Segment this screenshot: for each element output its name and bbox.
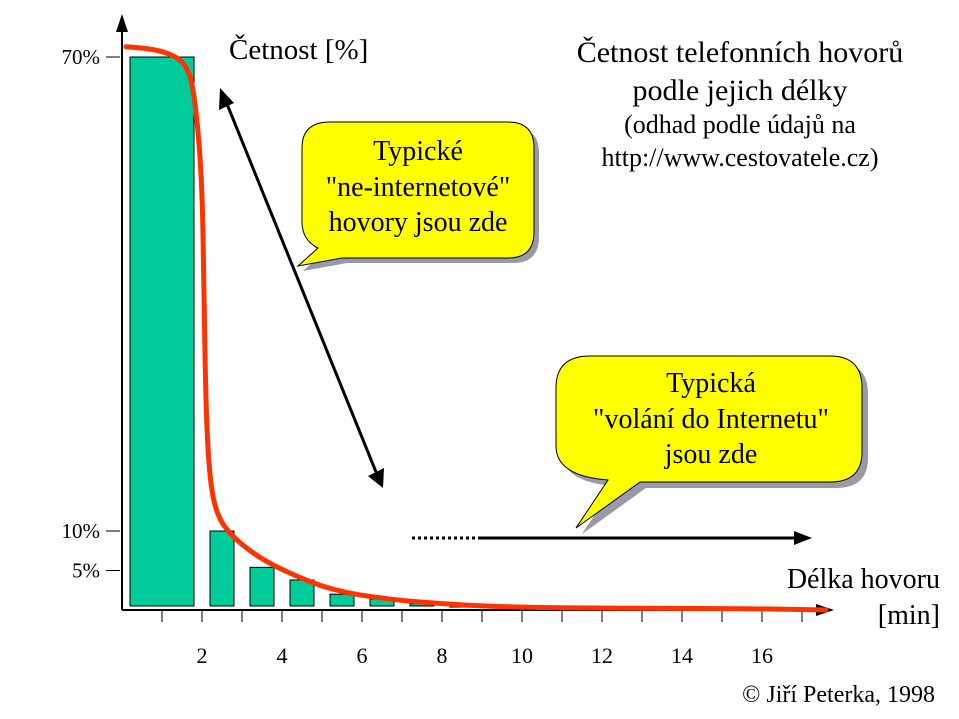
callout-2-line-1: Typická (666, 368, 756, 399)
title-line-4: http://www.cestovatele.cz) (601, 142, 879, 172)
callout-1-balloon (296, 121, 535, 267)
double-arrow-head-top (219, 88, 234, 110)
x-tick-label-10: 10 (511, 643, 533, 668)
x-axis-label-text: Délka hovoru (786, 564, 940, 595)
callout-1-line-2: "ne-internetové" (325, 171, 511, 203)
title-line-3: (odhad podle údajů na (624, 110, 856, 139)
x-tick-label-8: 8 (437, 643, 448, 668)
frequency-curve (123, 44, 829, 613)
callout-2-line-3: jsou zde (664, 439, 758, 471)
bar-2 (209, 530, 235, 607)
right-arrow-head (794, 531, 812, 545)
y-tick-label-70: 70% (62, 45, 101, 69)
bars-layer (129, 56, 475, 608)
double-arrow-head-bottom (368, 468, 384, 488)
x-tick-label-4: 4 (277, 643, 288, 668)
callout-2-line-2: "volání do Internetu" (593, 403, 829, 435)
bar-1 (129, 56, 195, 607)
x-axis-label: Délka hovoru [min] (762, 562, 940, 635)
x-tick-label-12: 12 (591, 643, 613, 668)
bar-5 (329, 593, 355, 607)
bar-3 (249, 566, 275, 607)
title-line-2: podle jejich délky (632, 73, 848, 107)
copyright-notice: © Jiří Peterka, 1998 (742, 682, 935, 708)
callout-non-internet-calls: Typické "ne-internetové" hovory jsou zde (300, 134, 536, 241)
callout-internet-calls: Typická "volání do Internetu" jsou zde (555, 366, 867, 473)
chart-title: Četnost telefonních hovorů podle jejich … (490, 34, 959, 174)
y-tick-label-5: 5% (72, 559, 100, 583)
double-arrow-line (225, 103, 378, 473)
callout-1-line-1: Typické (373, 136, 463, 167)
x-tick-label-6: 6 (357, 643, 368, 668)
axes-layer: 2 4 6 8 10 12 14 16 70% 10% 5% (62, 14, 834, 668)
x-tick-label-14: 14 (671, 643, 693, 668)
arrows-layer (219, 88, 812, 545)
x-tick-label-2: 2 (197, 643, 208, 668)
title-line-1: Četnost telefonních hovorů (576, 36, 904, 69)
x-axis-label-unit: [min] (877, 600, 940, 632)
callout-layer (296, 121, 868, 534)
x-tick-label-16: 16 (751, 643, 773, 668)
y-axis-arrowhead (116, 14, 128, 32)
y-axis-label: Četnost [%] (229, 34, 369, 66)
callout-1-line-3: hovory jsou zde (328, 207, 508, 239)
callout-2-balloon (555, 355, 863, 529)
curve-layer (123, 44, 829, 613)
y-tick-label-10: 10% (62, 519, 101, 543)
